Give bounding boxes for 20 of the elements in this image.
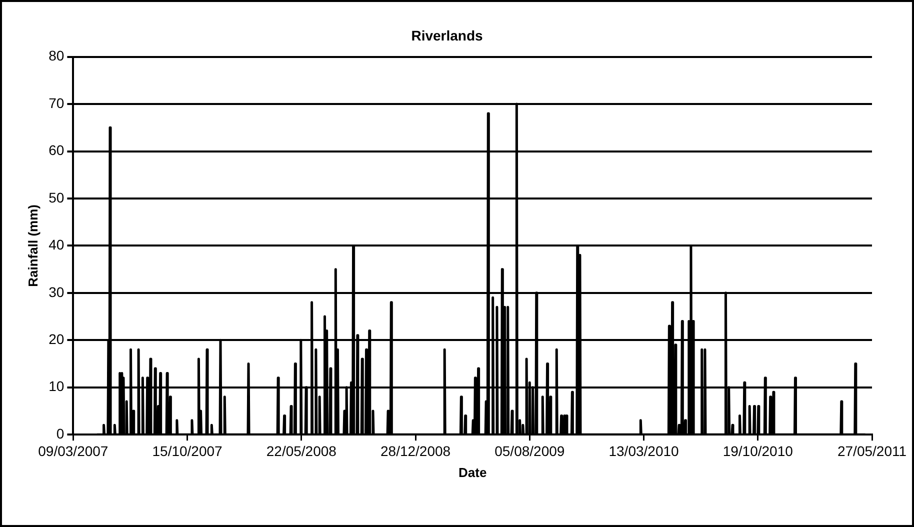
x-tick-label: 28/12/2008 <box>380 442 451 459</box>
x-tick-label: 19/10/2010 <box>722 442 794 459</box>
x-tick-label: 22/05/2008 <box>266 442 337 459</box>
y-tick-label: 80 <box>48 48 64 64</box>
y-axis-title: Rainfall (mm) <box>25 204 40 287</box>
x-tick-label: 05/08/2009 <box>494 442 565 459</box>
y-tick-label: 70 <box>48 94 64 111</box>
y-tick-label: 50 <box>48 189 64 206</box>
y-tick-label: 10 <box>48 378 64 394</box>
x-tick-label: 09/03/2007 <box>38 442 108 459</box>
x-axis-title: Date <box>458 464 487 480</box>
x-tick-label: 13/03/2010 <box>608 442 680 459</box>
x-tick-label: 15/10/2007 <box>152 442 223 459</box>
y-tick-label: 0 <box>56 425 64 442</box>
y-tick-label: 20 <box>48 331 64 348</box>
y-tick-label: 40 <box>48 236 64 253</box>
y-tick-label: 60 <box>48 142 64 158</box>
x-tick-label: 27/05/2011 <box>837 442 907 459</box>
y-tick-label: 30 <box>48 284 64 300</box>
chart-title: Riverlands <box>411 27 484 44</box>
